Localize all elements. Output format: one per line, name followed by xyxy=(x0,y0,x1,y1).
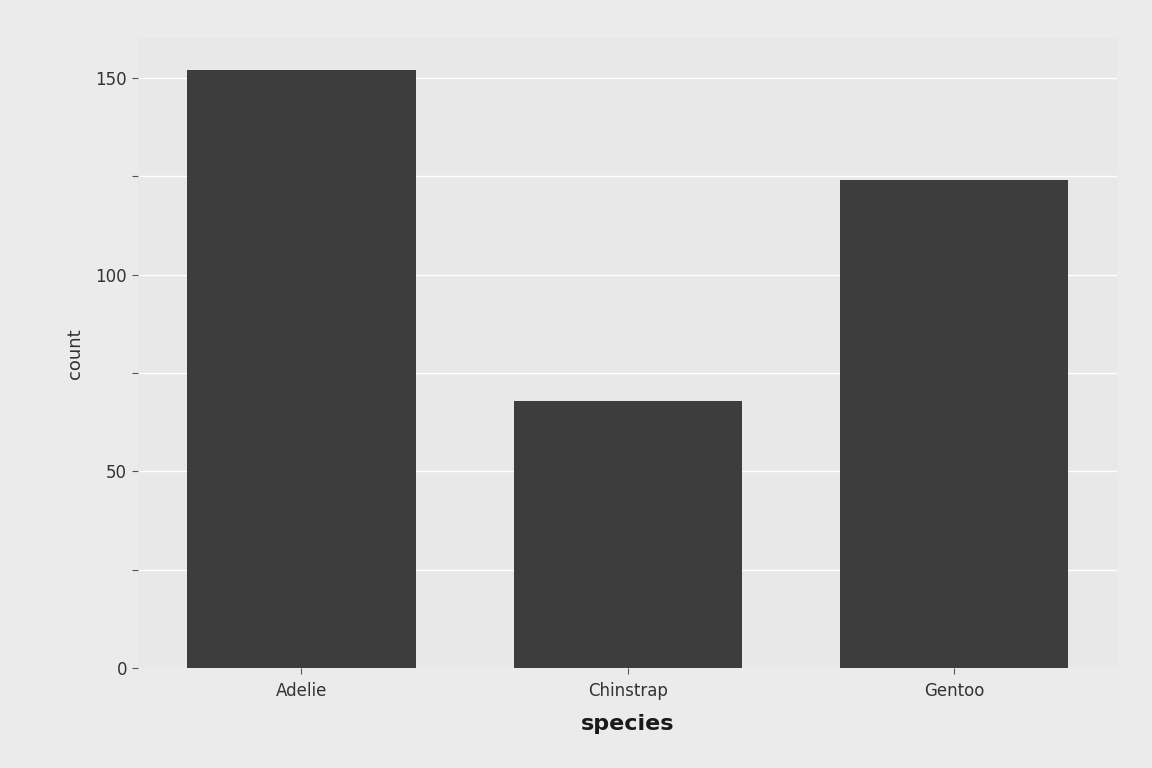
Bar xyxy=(840,180,1069,668)
Bar xyxy=(514,401,742,668)
Y-axis label: count: count xyxy=(67,328,84,379)
X-axis label: species: species xyxy=(581,714,675,734)
Bar xyxy=(187,70,416,668)
